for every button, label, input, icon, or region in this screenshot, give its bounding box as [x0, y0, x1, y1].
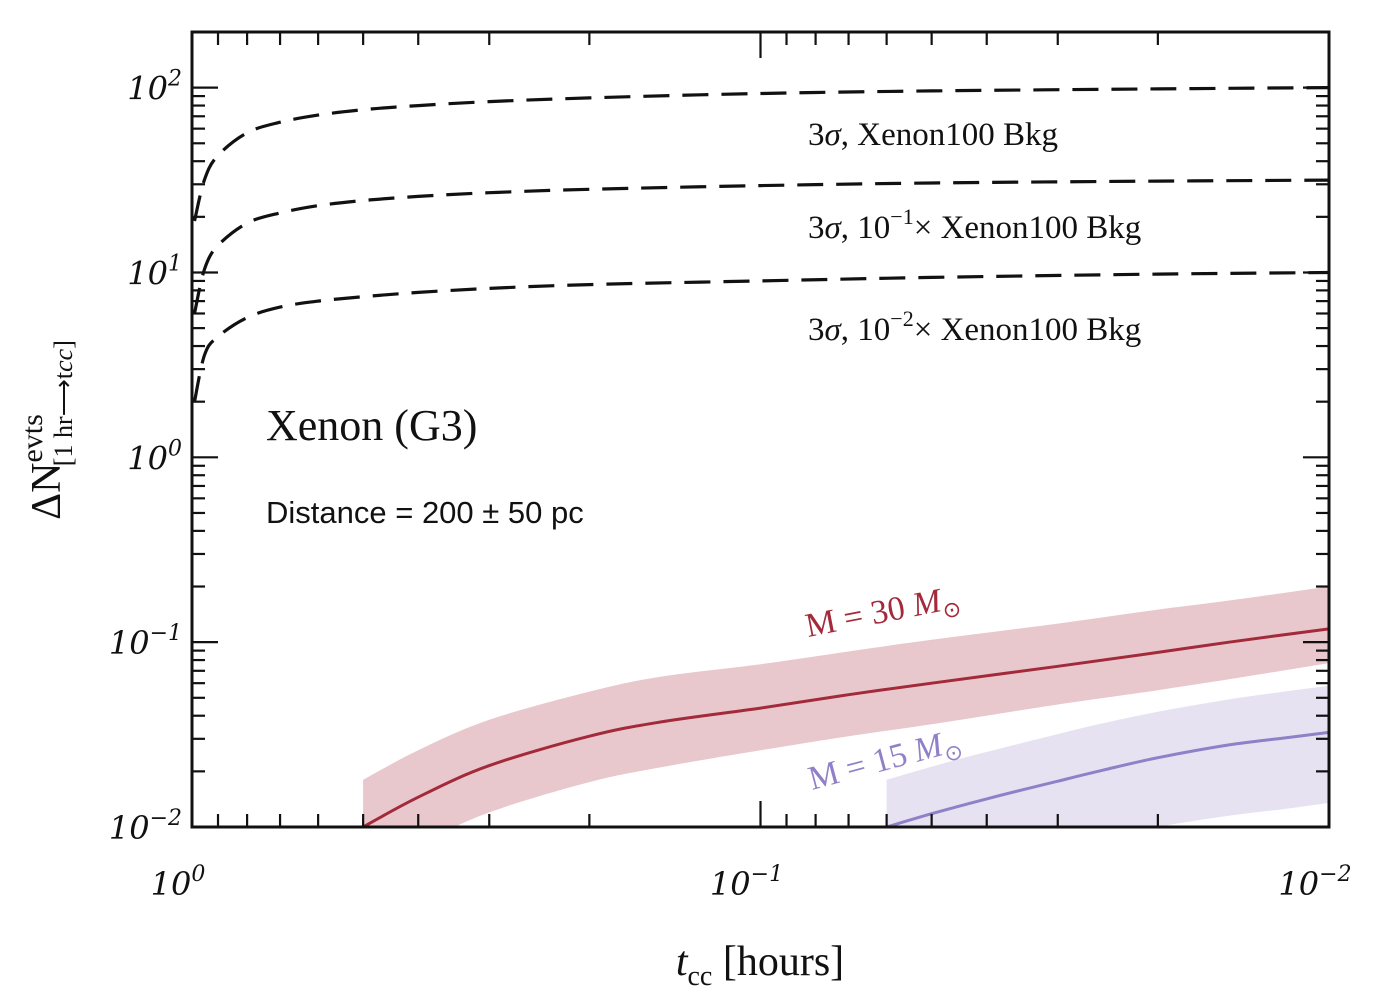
tick-labels: 100 10−1 10−2 10−2 10−1 100 101 102 — [109, 67, 1352, 903]
y-tick-label: 102 — [127, 67, 182, 108]
line-mass-1 — [886, 730, 1329, 827]
x-axis-label: tcc [hours] — [676, 939, 844, 992]
threshold-label-0: 3σ, Xenon100 Bkg — [808, 117, 1058, 153]
band-mass-1 — [886, 685, 1329, 827]
line-mass-0 — [362, 627, 1329, 827]
y-tick-label: 10−1 — [109, 621, 182, 662]
threshold-label-2: 3σ, 10−2× Xenon100 Bkg — [808, 306, 1141, 348]
y-tick-label: 10−2 — [109, 806, 182, 847]
distance-label: Distance = 200 ± 50 pc — [266, 495, 584, 530]
line-threshold-1 — [192, 178, 1329, 314]
x-tick-label: 10−2 — [1278, 862, 1351, 903]
y-tick-label: 100 — [127, 436, 182, 477]
x-tick-label: 100 — [151, 862, 206, 903]
band-mass-0 — [363, 586, 1329, 827]
x-tick-label: 10−1 — [710, 862, 783, 903]
threshold-label-1: 3σ, 10−1× Xenon100 Bkg — [808, 204, 1141, 246]
plot-frame — [190, 30, 1331, 829]
axis-labels: tcc [hours] ΔNevts[1 hr⟶tcc] — [16, 340, 844, 992]
y-tick-label: 101 — [127, 251, 182, 292]
detector-title: Xenon (G3) — [266, 401, 477, 450]
y-axis-label: ΔNevts[1 hr⟶tcc] — [16, 340, 78, 520]
line-threshold-0 — [192, 86, 1329, 222]
line-threshold-2 — [192, 270, 1329, 403]
uncertainty-bands — [363, 586, 1329, 827]
series-lines — [192, 86, 1329, 827]
